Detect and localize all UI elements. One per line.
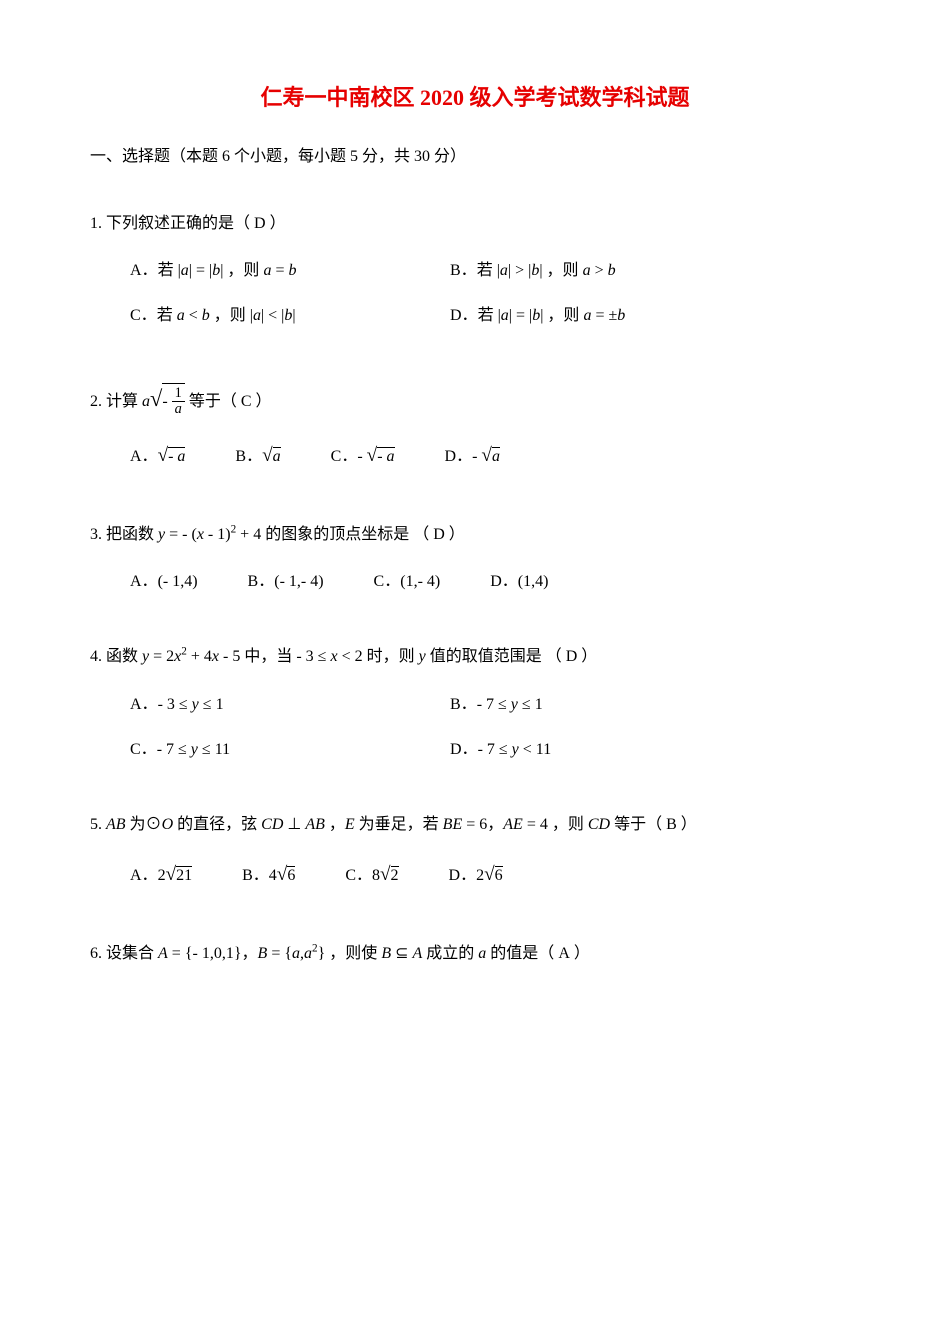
question-stem: 3. 把函数 y = - (x - 1)2 + 4 的图象的顶点坐标是 （ D … xyxy=(90,517,860,552)
option: C．- √- a xyxy=(331,435,395,477)
exam-title: 仁寿一中南校区 2020 级入学考试数学科试题 xyxy=(90,80,860,112)
question-stem: 2. 计算 a√- 1a 等于（ C ） xyxy=(90,374,860,423)
option: D．(1,4) xyxy=(490,564,548,599)
option: B．√a xyxy=(235,435,280,477)
question-3: 3. 把函数 y = - (x - 1)2 + 4 的图象的顶点坐标是 （ D … xyxy=(90,517,860,599)
option: D．若 |a| = |b| ，则 a = ±b xyxy=(450,298,730,333)
option: C．- 7 ≤ y ≤ 11 xyxy=(130,732,410,767)
option: A．2√21 xyxy=(130,854,192,896)
question-5: 5. AB 为⊙O 的直径，弦 CD ⊥ AB ，E 为垂足，若 BE = 6，… xyxy=(90,807,860,896)
option: B．4√6 xyxy=(242,854,295,896)
question-options: A．√- a B．√a C．- √- a D．- √a xyxy=(90,435,860,477)
option: D．- √a xyxy=(445,435,500,477)
option: C．(1,- 4) xyxy=(374,564,441,599)
option: A．√- a xyxy=(130,435,185,477)
option: C．若 a < b ，则 |a| < |b| xyxy=(130,298,410,333)
question-stem: 1. 下列叙述正确的是（ D ） xyxy=(90,206,860,241)
question-stem: 4. 函数 y = 2x2 + 4x - 5 中，当 - 3 ≤ x < 2 时… xyxy=(90,639,860,674)
option: A．(- 1,4) xyxy=(130,564,198,599)
option: B．- 7 ≤ y ≤ 1 xyxy=(450,687,730,722)
option: A．- 3 ≤ y ≤ 1 xyxy=(130,687,410,722)
option: A．若 |a| = |b| ，则 a = b xyxy=(130,253,410,288)
question-options: A．(- 1,4) B．(- 1,- 4) C．(1,- 4) D．(1,4) xyxy=(90,564,860,599)
option: B．若 |a| > |b| ，则 a > b xyxy=(450,253,730,288)
question-stem: 6. 设集合 A = {- 1,0,1}，B = {a,a2} ，则使 B ⊆ … xyxy=(90,936,860,971)
question-1: 1. 下列叙述正确的是（ D ） A．若 |a| = |b| ，则 a = b B．… xyxy=(90,206,860,334)
option: D．2√6 xyxy=(449,854,503,896)
question-options: A．2√21 B．4√6 C．8√2 D．2√6 xyxy=(90,854,860,896)
option: D．- 7 ≤ y < 11 xyxy=(450,732,730,767)
section-header: 一、选择题（本题 6 个小题，每小题 5 分，共 30 分） xyxy=(90,142,860,166)
question-2: 2. 计算 a√- 1a 等于（ C ） A．√- a B．√a C．- √- a D．… xyxy=(90,374,860,478)
questions-container: 1. 下列叙述正确的是（ D ） A．若 |a| = |b| ，则 a = b B．… xyxy=(90,206,860,972)
option: B．(- 1,- 4) xyxy=(248,564,324,599)
option: C．8√2 xyxy=(345,854,398,896)
question-6: 6. 设集合 A = {- 1,0,1}，B = {a,a2} ，则使 B ⊆ … xyxy=(90,936,860,971)
question-stem: 5. AB 为⊙O 的直径，弦 CD ⊥ AB ，E 为垂足，若 BE = 6，… xyxy=(90,807,860,842)
question-options: A．若 |a| = |b| ，则 a = b B．若 |a| > |b| ，则 a… xyxy=(90,253,860,333)
question-options: A．- 3 ≤ y ≤ 1 B．- 7 ≤ y ≤ 1 C．- 7 ≤ y ≤ 11… xyxy=(90,687,860,767)
question-4: 4. 函数 y = 2x2 + 4x - 5 中，当 - 3 ≤ x < 2 时… xyxy=(90,639,860,767)
